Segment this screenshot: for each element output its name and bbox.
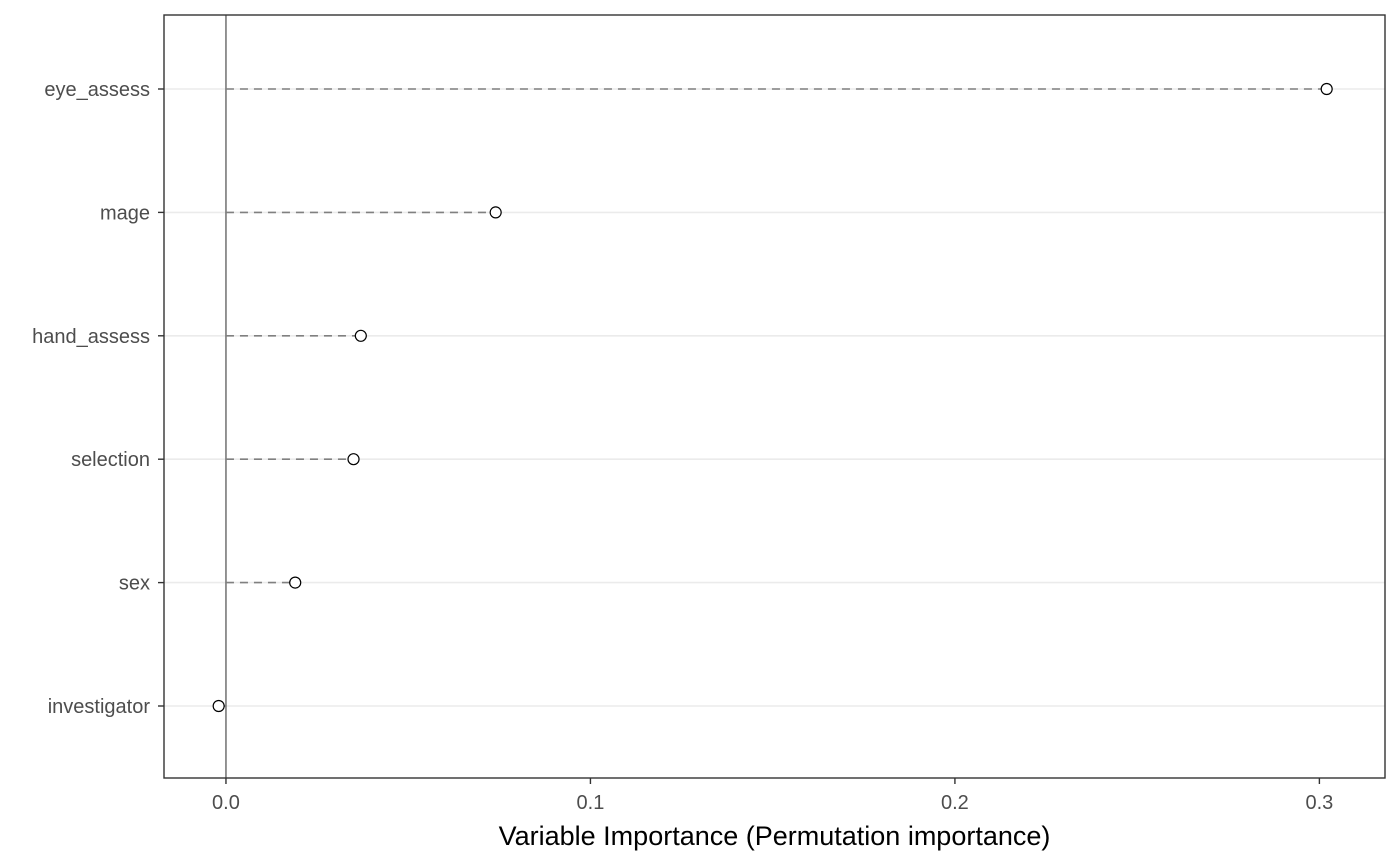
x-tick-label: 0.1 (577, 792, 605, 814)
y-tick-label: hand_assess (32, 326, 150, 348)
y-tick-label: selection (71, 449, 150, 471)
x-tick-label: 0.0 (212, 792, 240, 814)
point-sex (289, 576, 302, 589)
x-tick-label: 0.2 (941, 792, 969, 814)
panel-border (163, 14, 1386, 779)
y-tick-label: sex (119, 573, 150, 595)
point-mage (489, 206, 502, 219)
x-axis: 0.0 0.1 0.2 0.3 (212, 778, 1333, 814)
points (212, 82, 1333, 713)
point-selection (347, 453, 360, 466)
point-eye_assess (1320, 82, 1333, 96)
point-hand_assess (354, 329, 367, 342)
y-tick-label: investigator (48, 696, 151, 718)
point-investigator (212, 699, 225, 713)
x-tick-label: 0.3 (1305, 792, 1333, 814)
y-tick-label: mage (100, 202, 150, 224)
y-tick-label: eye_assess (44, 79, 150, 101)
x-axis-title: Variable Importance (Permutation importa… (499, 821, 1051, 851)
